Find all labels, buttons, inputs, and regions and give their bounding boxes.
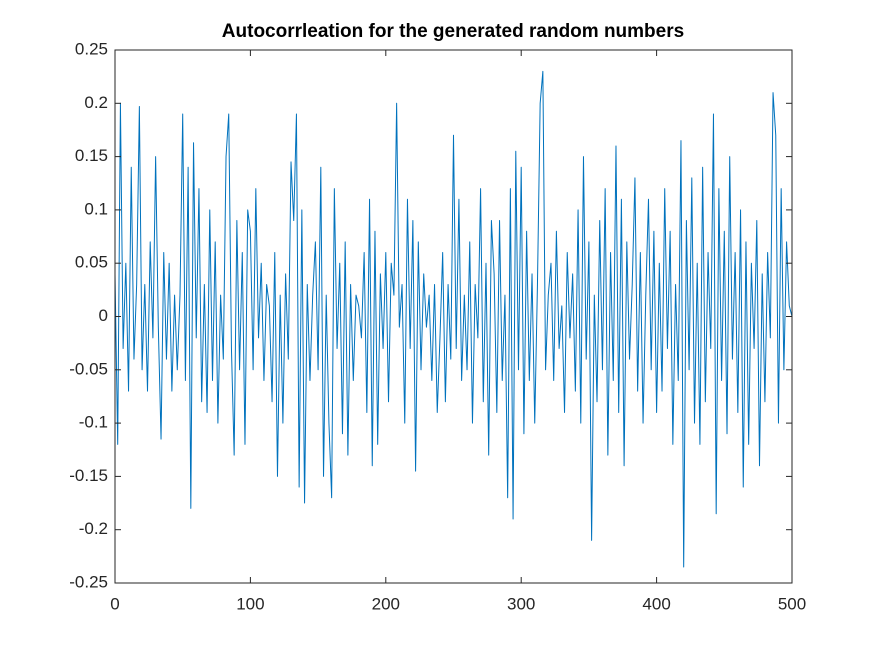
y-tick-label: 0.05 — [75, 253, 108, 272]
y-tick-label: -0.25 — [69, 572, 108, 591]
y-tick-label: 0.2 — [84, 93, 108, 112]
y-tick-label: -0.2 — [79, 519, 108, 538]
y-tick-label: 0.15 — [75, 146, 108, 165]
x-tick-label: 500 — [778, 594, 806, 613]
y-tick-label: 0 — [99, 306, 108, 325]
x-tick-label: 400 — [642, 594, 670, 613]
x-tick-label: 100 — [236, 594, 264, 613]
y-tick-label: 0.25 — [75, 39, 108, 58]
x-tick-label: 200 — [372, 594, 400, 613]
data-line — [114, 70, 793, 568]
chart-title: Autocorrleation for the generated random… — [222, 21, 684, 42]
y-tick-label: 0.1 — [84, 199, 108, 218]
y-tick-label: -0.15 — [69, 466, 108, 485]
y-tick-label: -0.1 — [79, 413, 108, 432]
x-tick-label: 0 — [110, 594, 119, 613]
y-tick-label: -0.05 — [69, 359, 108, 378]
x-tick-label: 300 — [507, 594, 535, 613]
